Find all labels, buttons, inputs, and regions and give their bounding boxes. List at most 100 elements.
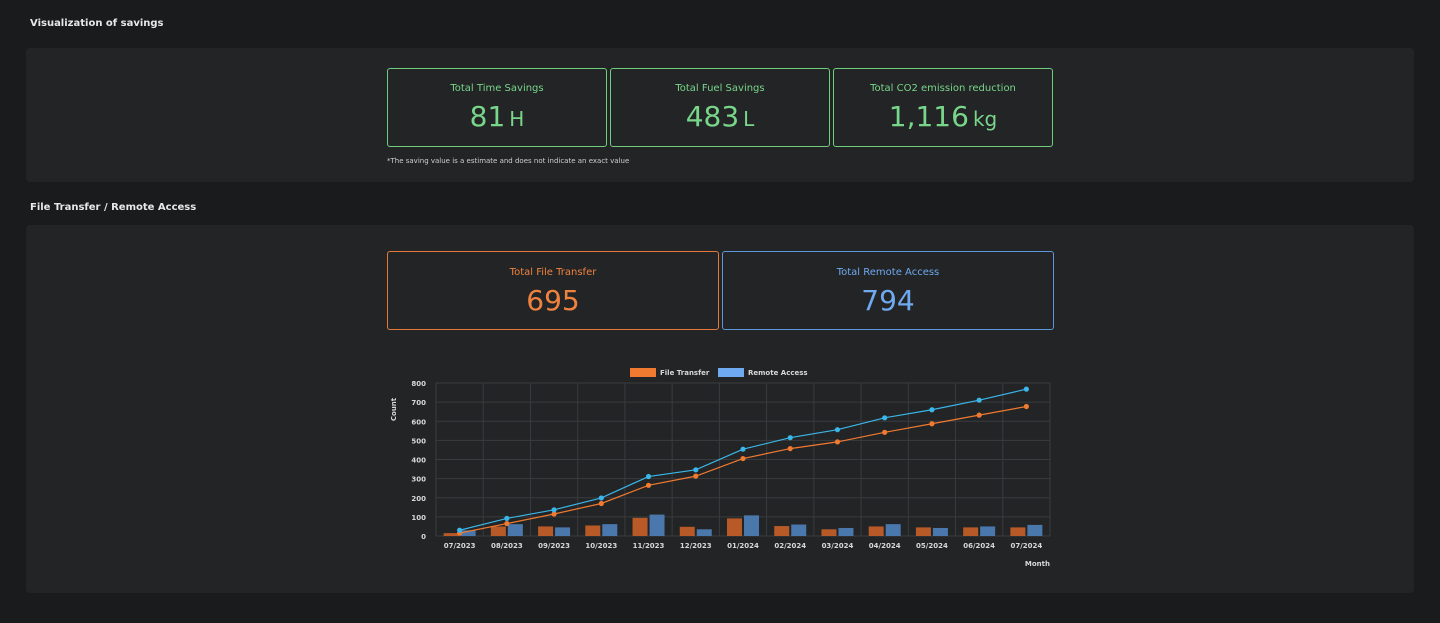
y-tick-label: 400 <box>411 457 426 465</box>
time-savings-unit: H <box>509 107 525 131</box>
time-savings-value: 81 <box>469 100 506 133</box>
bar-remote-access <box>838 527 854 536</box>
point-file-transfer-cumulative <box>598 500 604 507</box>
x-tick-label: 09/2023 <box>538 542 570 550</box>
y-tick-label: 200 <box>411 495 426 503</box>
bar-remote-access <box>980 526 996 536</box>
bar-remote-access <box>932 527 948 536</box>
co2-reduction-value: 1,116 <box>888 100 969 133</box>
bar-file-transfer <box>868 526 884 536</box>
point-remote-access-cumulative <box>457 527 463 533</box>
fuel-savings-label: Total Fuel Savings <box>675 83 765 94</box>
x-tick-label: 06/2024 <box>963 542 995 550</box>
bar-file-transfer <box>538 526 554 536</box>
savings-section-title: Visualization of savings <box>30 18 164 29</box>
bar-file-transfer <box>963 527 979 536</box>
bar-file-transfer <box>490 526 506 536</box>
bar-remote-access <box>885 524 901 536</box>
fuel-savings-value-wrap: 483 L <box>611 100 829 133</box>
bar-remote-access <box>696 529 712 536</box>
x-tick-label: 05/2024 <box>916 542 948 550</box>
time-savings-value-wrap: 81 H <box>388 100 606 133</box>
co2-reduction-value-wrap: 1,116 kg <box>834 100 1052 133</box>
bar-file-transfer <box>821 529 837 536</box>
time-savings-card: Total Time Savings 81 H <box>387 68 607 147</box>
bar-file-transfer <box>679 526 695 536</box>
y-tick-label: 800 <box>411 380 426 388</box>
y-axis-label: Count <box>390 397 398 421</box>
y-tick-label: 100 <box>411 514 426 522</box>
x-tick-label: 02/2024 <box>774 542 806 550</box>
x-tick-label: 04/2024 <box>869 542 901 550</box>
file-transfer-value: 695 <box>526 284 580 317</box>
point-file-transfer-cumulative <box>504 520 510 527</box>
fuel-savings-unit: L <box>743 107 755 131</box>
bar-remote-access <box>649 514 665 536</box>
bar-remote-access <box>555 527 571 536</box>
fuel-savings-card: Total Fuel Savings 483 L <box>610 68 830 147</box>
y-tick-label: 500 <box>411 437 426 445</box>
x-tick-label: 12/2023 <box>680 542 712 550</box>
point-file-transfer-cumulative <box>929 421 935 427</box>
bar-remote-access <box>1027 524 1043 536</box>
y-tick-label: 300 <box>411 476 426 484</box>
y-tick-label: 600 <box>411 418 426 426</box>
point-file-transfer-cumulative <box>551 511 557 517</box>
line-file-transfer-cumulative <box>459 405 1027 534</box>
point-remote-access-cumulative <box>693 467 699 473</box>
legend-swatch-file-transfer <box>630 368 656 377</box>
transfer-panel: Total File Transfer 695 Total Remote Acc… <box>26 225 1414 593</box>
point-file-transfer-cumulative <box>740 455 746 462</box>
point-file-transfer-cumulative <box>976 412 982 418</box>
point-remote-access-cumulative <box>882 415 888 421</box>
fuel-savings-value: 483 <box>685 100 740 133</box>
legend-swatch-remote-access <box>718 368 744 377</box>
point-file-transfer-cumulative <box>882 429 888 435</box>
point-remote-access-cumulative <box>504 515 510 522</box>
x-tick-label: 08/2023 <box>491 542 523 550</box>
bar-remote-access <box>602 524 618 536</box>
legend-label-remote-access: Remote Access <box>748 369 808 377</box>
legend-label-file-transfer: File Transfer <box>660 369 710 377</box>
point-remote-access-cumulative <box>787 435 793 441</box>
bar-remote-access <box>791 524 807 536</box>
bar-remote-access <box>507 524 523 536</box>
point-remote-access-cumulative <box>740 446 746 452</box>
point-remote-access-cumulative <box>551 507 557 513</box>
x-axis-label: Month <box>1025 560 1050 568</box>
co2-reduction-label: Total CO2 emission reduction <box>870 83 1016 94</box>
point-file-transfer-cumulative <box>693 473 699 479</box>
bar-file-transfer <box>774 526 790 536</box>
point-remote-access-cumulative <box>645 473 652 480</box>
file-transfer-label: Total File Transfer <box>509 267 597 278</box>
point-remote-access-cumulative <box>929 407 935 413</box>
remote-access-card: Total Remote Access 794 <box>722 251 1054 330</box>
savings-panel: Total Time Savings 81 H Total Fuel Saving… <box>26 48 1414 182</box>
bar-file-transfer <box>443 533 459 536</box>
point-file-transfer-cumulative <box>1023 403 1029 410</box>
transfer-section-title: File Transfer / Remote Access <box>30 202 197 213</box>
x-tick-label: 10/2023 <box>585 542 617 550</box>
bar-remote-access <box>744 515 759 536</box>
point-file-transfer-cumulative <box>834 439 841 445</box>
bar-file-transfer <box>632 517 648 536</box>
point-remote-access-cumulative <box>1023 386 1029 392</box>
x-tick-label: 07/2023 <box>444 542 476 550</box>
bar-remote-access <box>460 530 476 536</box>
co2-reduction-card: Total CO2 emission reduction 1,116 kg <box>833 68 1053 147</box>
point-file-transfer-cumulative <box>645 482 652 488</box>
bar-file-transfer <box>727 518 742 536</box>
savings-disclaimer-note: *The saving value is a estimate and does… <box>387 157 630 165</box>
remote-access-value: 794 <box>861 284 915 317</box>
bar-file-transfer <box>585 525 601 536</box>
point-file-transfer-cumulative <box>787 445 793 452</box>
file-transfer-card: Total File Transfer 695 <box>387 251 719 330</box>
point-remote-access-cumulative <box>834 427 841 433</box>
co2-reduction-unit: kg <box>972 107 998 131</box>
point-remote-access-cumulative <box>976 397 982 403</box>
remote-access-label: Total Remote Access <box>836 267 940 278</box>
time-savings-label: Total Time Savings <box>450 83 544 94</box>
x-tick-label: 01/2024 <box>727 542 759 550</box>
y-tick-label: 700 <box>411 399 426 407</box>
x-tick-label: 07/2024 <box>1010 542 1042 550</box>
